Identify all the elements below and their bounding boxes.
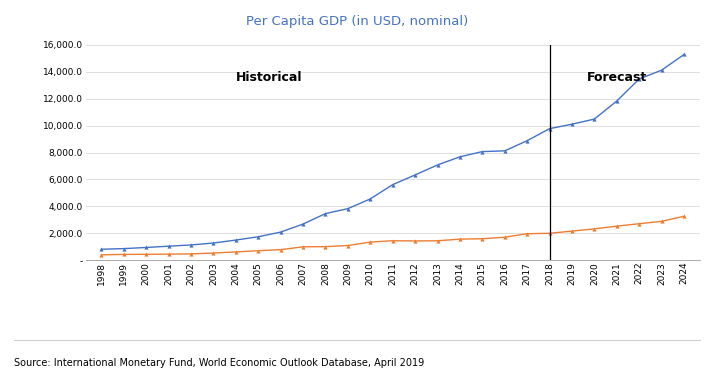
China	[343, 206, 352, 211]
India	[501, 235, 509, 240]
Text: Historical: Historical	[236, 71, 303, 83]
China	[142, 245, 151, 250]
India	[433, 238, 442, 243]
China	[613, 99, 621, 103]
China	[164, 244, 173, 248]
China	[635, 77, 643, 81]
China	[501, 149, 509, 153]
China	[298, 222, 307, 226]
China	[478, 149, 487, 154]
China	[433, 163, 442, 167]
China	[187, 243, 196, 247]
China	[411, 173, 419, 177]
China	[276, 230, 285, 234]
India	[568, 229, 576, 233]
India	[164, 252, 173, 256]
India	[343, 243, 352, 248]
China	[545, 126, 554, 131]
India	[523, 231, 531, 236]
India	[231, 250, 240, 254]
China	[523, 138, 531, 143]
Text: Source: International Monetary Fund, World Economic Outlook Database, April 2019: Source: International Monetary Fund, Wor…	[14, 358, 425, 368]
China	[658, 68, 666, 73]
Line: China: China	[99, 52, 686, 251]
China	[680, 52, 688, 57]
India	[97, 253, 106, 257]
Text: Per Capita GDP (in USD, nominal): Per Capita GDP (in USD, nominal)	[246, 15, 468, 28]
China	[119, 246, 128, 251]
China	[366, 197, 375, 201]
China	[321, 211, 330, 216]
India	[680, 214, 688, 218]
China	[209, 241, 218, 245]
India	[254, 248, 263, 253]
Line: India: India	[99, 214, 686, 257]
India	[635, 221, 643, 226]
China	[568, 122, 576, 126]
China	[456, 154, 464, 159]
India	[209, 251, 218, 255]
India	[478, 237, 487, 241]
China	[388, 182, 397, 187]
India	[187, 251, 196, 256]
India	[388, 238, 397, 243]
India	[590, 227, 598, 231]
India	[119, 252, 128, 257]
China	[254, 234, 263, 239]
China	[231, 238, 240, 242]
India	[276, 247, 285, 252]
India	[613, 224, 621, 228]
India	[658, 219, 666, 224]
India	[411, 239, 419, 243]
India	[142, 252, 151, 257]
India	[456, 237, 464, 241]
India	[366, 240, 375, 244]
India	[321, 244, 330, 249]
India	[298, 244, 307, 249]
China	[590, 117, 598, 121]
Text: Forecast: Forecast	[587, 71, 647, 83]
India	[545, 231, 554, 235]
China	[97, 247, 106, 251]
